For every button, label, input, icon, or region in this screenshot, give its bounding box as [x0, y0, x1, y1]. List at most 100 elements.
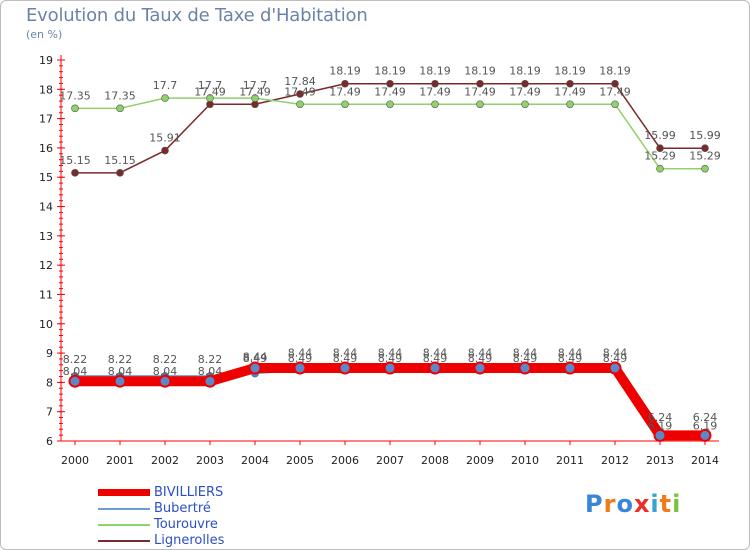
data-point-tourouvre — [341, 100, 349, 109]
y-tick-label: 8 — [46, 376, 53, 389]
data-label-lignerolles: 15.15 — [104, 154, 136, 167]
logo-letter: o — [616, 490, 634, 518]
data-label-bubertré: 6.24 — [693, 411, 718, 424]
data-point-lignerolles — [431, 79, 439, 88]
x-tick-label: 2010 — [511, 454, 539, 467]
data-point-bivilliers — [563, 361, 577, 375]
data-label-lignerolles: 18.19 — [329, 65, 361, 78]
legend-swatch-bivilliers — [98, 489, 150, 496]
data-point-tourouvre — [296, 100, 304, 109]
data-label-lignerolles: 17.84 — [284, 75, 316, 88]
data-label-bubertré: 8.22 — [63, 353, 88, 366]
data-label-bivilliers: 6.19 — [648, 419, 673, 432]
y-tick-label: 12 — [39, 259, 53, 272]
data-point-lignerolles — [71, 169, 79, 177]
data-label-tourouvre: 15.29 — [644, 150, 676, 163]
x-tick-label: 2002 — [151, 454, 179, 467]
line-chart: 6 7 8 9 10 11 12 13 14 15 16 17 18 19 2000 2001 2002 2003… — [39, 54, 721, 467]
x-tick-label: 2006 — [331, 454, 359, 467]
data-point-bivilliers — [608, 361, 622, 375]
data-label-bivilliers: 8.04 — [63, 365, 88, 378]
data-label-tourouvre: 17.7 — [198, 79, 223, 92]
logo-letter: r — [603, 490, 617, 518]
x-tick-label: 2012 — [601, 454, 629, 467]
data-label-bivilliers: 8.49 — [333, 352, 358, 365]
data-point-bivilliers — [203, 374, 217, 388]
data-point-tourouvre — [431, 100, 439, 109]
data-label-bivilliers: 8.49 — [558, 352, 583, 365]
legend-label: Bubertré — [154, 501, 211, 516]
data-label-lignerolles: 17.49 — [194, 85, 226, 98]
data-point-lignerolles — [566, 79, 574, 88]
logo-letter: i — [672, 490, 682, 518]
x-tick-label: 2008 — [421, 454, 449, 467]
x-tick-label: 2000 — [61, 454, 89, 467]
data-point-tourouvre — [71, 104, 79, 113]
data-point-tourouvre — [116, 104, 124, 113]
data-label-bivilliers: 8.04 — [153, 365, 178, 378]
x-tick-label: 2007 — [376, 454, 404, 467]
data-point-lignerolles — [341, 79, 349, 88]
data-label-tourouvre: 17.49 — [599, 85, 631, 98]
data-point-lignerolles — [521, 79, 529, 88]
data-label-bubertré: 8.44 — [423, 346, 448, 359]
data-point-bivilliers — [248, 361, 262, 375]
data-label-bivilliers: 8.49 — [603, 352, 628, 365]
data-label-tourouvre: 17.49 — [284, 85, 316, 98]
data-point-tourouvre — [476, 100, 484, 109]
data-label-bivilliers: 8.49 — [288, 352, 313, 365]
data-label-lignerolles: 18.19 — [599, 65, 631, 78]
data-point-lignerolles — [701, 144, 709, 153]
x-tick-label: 2011 — [556, 454, 584, 467]
data-point-lignerolles — [386, 79, 394, 88]
legend-label: Tourouvre — [154, 517, 218, 532]
data-label-bubertré: 8.22 — [108, 353, 133, 366]
data-label-bubertré: 8.22 — [198, 353, 223, 366]
y-tick-label: 17 — [39, 113, 53, 126]
y-tick-label: 10 — [39, 318, 53, 331]
data-label-bivilliers: 8.49 — [243, 352, 268, 365]
logo-letter: x — [633, 490, 651, 518]
data-point-lignerolles — [476, 79, 484, 88]
data-point-tourouvre — [566, 100, 574, 109]
data-point-bivilliers — [68, 374, 82, 388]
x-tick-label: 2005 — [286, 454, 314, 467]
data-point-bivilliers — [428, 361, 442, 375]
data-point-lignerolles — [161, 146, 169, 155]
y-tick-label: 7 — [46, 406, 53, 419]
x-tick-label: 2004 — [241, 454, 269, 467]
data-point-tourouvre — [251, 94, 259, 102]
y-tick-label: 11 — [39, 288, 53, 301]
data-label-tourouvre: 17.49 — [374, 85, 406, 98]
data-label-bivilliers: 8.04 — [108, 365, 133, 378]
y-tick-label: 14 — [39, 201, 53, 214]
data-point-tourouvre — [521, 100, 529, 109]
data-point-bivilliers — [383, 361, 397, 375]
proxiti-logo: Proxiti — [585, 490, 681, 518]
data-point-bivilliers — [113, 374, 127, 388]
data-label-tourouvre: 17.35 — [59, 89, 91, 102]
data-point-tourouvre — [656, 164, 664, 173]
data-label-lignerolles: 18.19 — [464, 65, 496, 78]
data-label-lignerolles: 18.19 — [374, 65, 406, 78]
data-label-tourouvre: 17.49 — [509, 85, 541, 98]
y-tick-label: 18 — [39, 83, 53, 96]
logo-letter: i — [650, 490, 660, 518]
data-point-tourouvre — [206, 94, 214, 102]
chart-title: Evolution du Taux de Taxe d'Habitation — [26, 5, 368, 26]
y-tick-label: 13 — [39, 230, 53, 243]
data-label-bubertré: 8.44 — [558, 346, 583, 359]
data-point-bivilliers — [293, 361, 307, 375]
data-point-bivilliers — [338, 361, 352, 375]
data-point-bivilliers — [473, 361, 487, 375]
legend-swatch-bubertre — [98, 508, 150, 510]
data-label-tourouvre: 15.29 — [689, 150, 721, 163]
data-point-tourouvre — [611, 100, 619, 109]
y-tick-label: 19 — [39, 54, 53, 67]
x-tick-label: 2001 — [106, 454, 134, 467]
data-point-bivilliers — [698, 428, 712, 442]
data-label-bivilliers: 8.49 — [378, 352, 403, 365]
data-label-bubertré: 8.44 — [603, 346, 628, 359]
y-tick-label: 16 — [39, 142, 53, 155]
